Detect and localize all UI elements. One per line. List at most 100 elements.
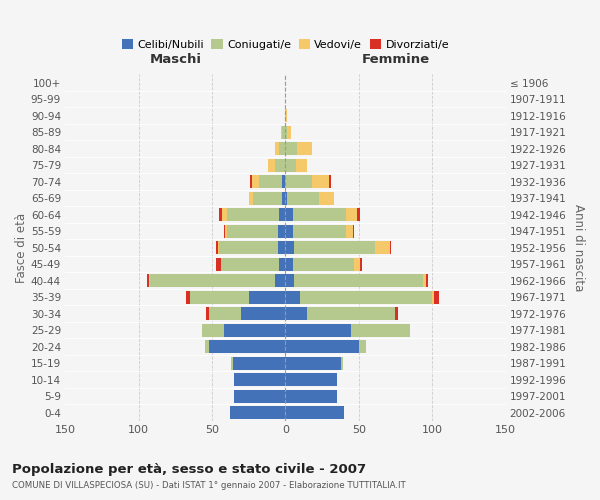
Bar <box>287 126 291 138</box>
Bar <box>281 126 283 138</box>
Bar <box>389 241 391 254</box>
Bar <box>294 241 375 254</box>
Bar <box>286 258 293 270</box>
Bar <box>234 373 286 386</box>
Bar <box>426 274 428 287</box>
Bar <box>424 274 426 287</box>
Bar <box>352 324 410 336</box>
Bar <box>275 274 286 287</box>
Bar <box>248 192 253 204</box>
Bar <box>278 241 286 254</box>
Bar <box>286 224 293 237</box>
Bar <box>217 241 218 254</box>
Bar <box>286 241 294 254</box>
Bar <box>297 142 312 155</box>
Bar <box>300 290 432 304</box>
Bar <box>149 274 151 287</box>
Text: Maschi: Maschi <box>149 53 201 66</box>
Bar <box>227 224 278 237</box>
Bar <box>205 340 209 353</box>
Bar <box>283 176 286 188</box>
Legend: Celibi/Nubili, Coniugati/e, Vedovi/e, Divorziati/e: Celibi/Nubili, Coniugati/e, Vedovi/e, Di… <box>117 35 454 54</box>
Bar <box>329 176 331 188</box>
Bar <box>319 192 334 204</box>
Bar <box>346 208 357 221</box>
Bar <box>286 340 359 353</box>
Bar <box>259 176 283 188</box>
Bar <box>286 373 337 386</box>
Bar <box>224 324 286 336</box>
Bar <box>293 258 355 270</box>
Bar <box>293 224 346 237</box>
Bar <box>353 224 355 237</box>
Bar <box>357 208 360 221</box>
Bar <box>296 159 307 172</box>
Bar <box>250 176 251 188</box>
Bar <box>220 208 222 221</box>
Bar <box>275 159 286 172</box>
Bar <box>225 224 227 237</box>
Bar <box>286 356 341 370</box>
Bar <box>359 340 366 353</box>
Bar <box>202 324 224 336</box>
Text: Femmine: Femmine <box>361 53 430 66</box>
Bar <box>294 274 424 287</box>
Bar <box>283 126 286 138</box>
Bar <box>341 356 343 370</box>
Bar <box>286 142 297 155</box>
Bar <box>253 192 283 204</box>
Bar <box>286 176 312 188</box>
Bar <box>234 390 286 402</box>
Bar <box>251 176 259 188</box>
Bar <box>434 290 439 304</box>
Bar <box>432 290 434 304</box>
Bar <box>346 224 353 237</box>
Bar <box>268 159 275 172</box>
Bar <box>280 258 286 270</box>
Bar <box>230 406 286 419</box>
Bar <box>231 356 233 370</box>
Bar <box>286 192 287 204</box>
Bar <box>360 258 362 270</box>
Bar <box>278 224 286 237</box>
Bar <box>286 406 344 419</box>
Y-axis label: Fasce di età: Fasce di età <box>15 212 28 282</box>
Bar <box>248 290 286 304</box>
Bar <box>233 356 286 370</box>
Bar <box>286 208 293 221</box>
Bar <box>221 258 280 270</box>
Bar <box>286 307 307 320</box>
Bar <box>275 142 280 155</box>
Bar <box>209 307 241 320</box>
Bar <box>241 307 286 320</box>
Y-axis label: Anni di nascita: Anni di nascita <box>572 204 585 292</box>
Bar <box>185 290 190 304</box>
Bar <box>286 159 296 172</box>
Bar <box>395 307 398 320</box>
Bar <box>222 208 227 221</box>
Bar <box>190 290 248 304</box>
Bar <box>286 290 300 304</box>
Bar <box>293 208 346 221</box>
Bar <box>287 192 319 204</box>
Bar <box>227 208 280 221</box>
Bar <box>151 274 275 287</box>
Text: COMUNE DI VILLASPECIOSA (SU) - Dati ISTAT 1° gennaio 2007 - Elaborazione TUTTITA: COMUNE DI VILLASPECIOSA (SU) - Dati ISTA… <box>12 481 406 490</box>
Bar <box>218 241 220 254</box>
Bar <box>286 110 287 122</box>
Bar <box>286 274 294 287</box>
Bar <box>280 208 286 221</box>
Bar <box>355 258 360 270</box>
Bar <box>375 241 389 254</box>
Bar <box>283 192 286 204</box>
Bar <box>220 241 278 254</box>
Bar <box>224 224 225 237</box>
Bar <box>217 258 221 270</box>
Bar <box>209 340 286 353</box>
Bar <box>286 126 287 138</box>
Bar <box>280 142 286 155</box>
Bar <box>307 307 395 320</box>
Bar <box>286 324 352 336</box>
Bar <box>148 274 149 287</box>
Bar <box>286 390 337 402</box>
